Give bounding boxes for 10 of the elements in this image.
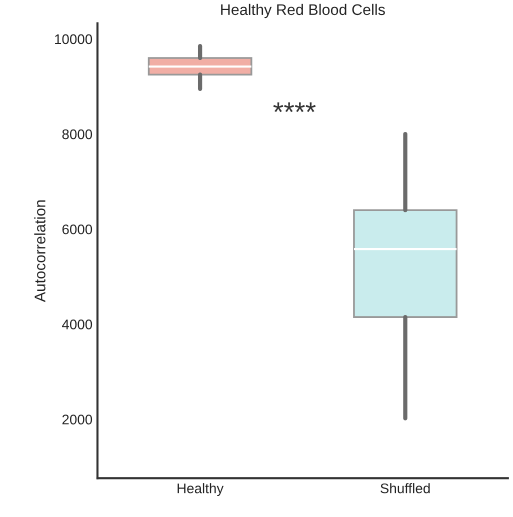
annotation: ****	[273, 102, 316, 112]
y-tick-label: 2000	[62, 414, 92, 424]
chart-title: Healthy Red Blood Cells	[221, 4, 385, 18]
x-tick-label: Healthy	[178, 483, 224, 496]
x-tick-label: Shuffled	[380, 483, 430, 494]
y-tick-label: 4000	[62, 320, 92, 330]
y-tick-label: 6000	[62, 224, 92, 234]
y-tick-label: 10000	[55, 34, 92, 44]
y-axis-title: Autocorrelation	[34, 200, 46, 302]
y-tick-label: 8000	[62, 129, 92, 140]
